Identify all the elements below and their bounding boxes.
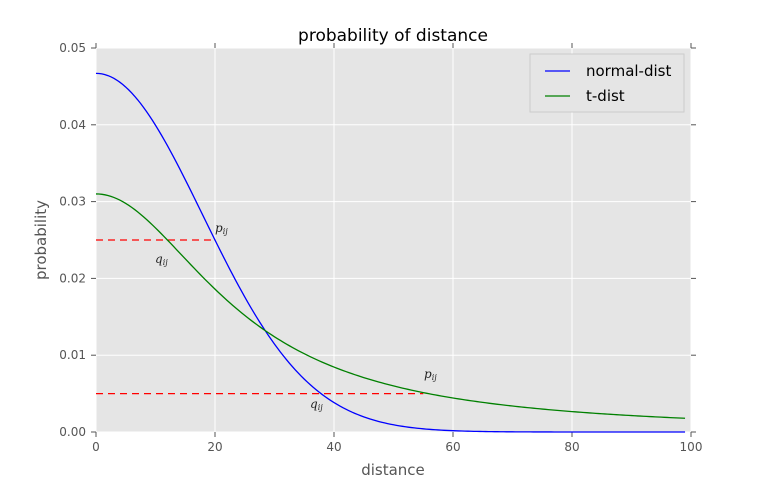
y-tick-label: 0.05 <box>59 41 86 55</box>
data-lines <box>95 72 686 433</box>
axis-ticks: 0 20 40 60 80 100 0.00 0.01 0.02 0.03 0.04 0.05 <box>59 41 702 454</box>
x-tick-label: 20 <box>207 440 222 454</box>
x-axis-label: distance <box>361 461 425 479</box>
y-axis-label: probability <box>32 200 50 280</box>
x-tick-label: 0 <box>92 440 100 454</box>
x-tick-label: 40 <box>326 440 341 454</box>
x-tick-label: 100 <box>680 440 703 454</box>
y-tick-label: 0.02 <box>59 271 86 285</box>
x-tick-label: 80 <box>564 440 579 454</box>
y-tick-label: 0.00 <box>59 425 86 439</box>
y-tick-label: 0.04 <box>59 118 86 132</box>
legend-box <box>529 53 685 113</box>
series-line-t-dist <box>95 193 686 419</box>
chart-title: probability of distance <box>298 26 488 46</box>
dashed-reference-lines <box>96 239 424 395</box>
legend-label-t-dist: t-dist <box>586 87 625 105</box>
legend-label-normal-dist: normal-dist <box>586 62 671 80</box>
y-tick-label: 0.01 <box>59 348 86 362</box>
y-tick-label: 0.03 <box>59 195 86 209</box>
series-line-normal-dist <box>95 72 686 433</box>
x-tick-label: 60 <box>445 440 460 454</box>
legend: normal-dist t-dist <box>529 53 685 113</box>
